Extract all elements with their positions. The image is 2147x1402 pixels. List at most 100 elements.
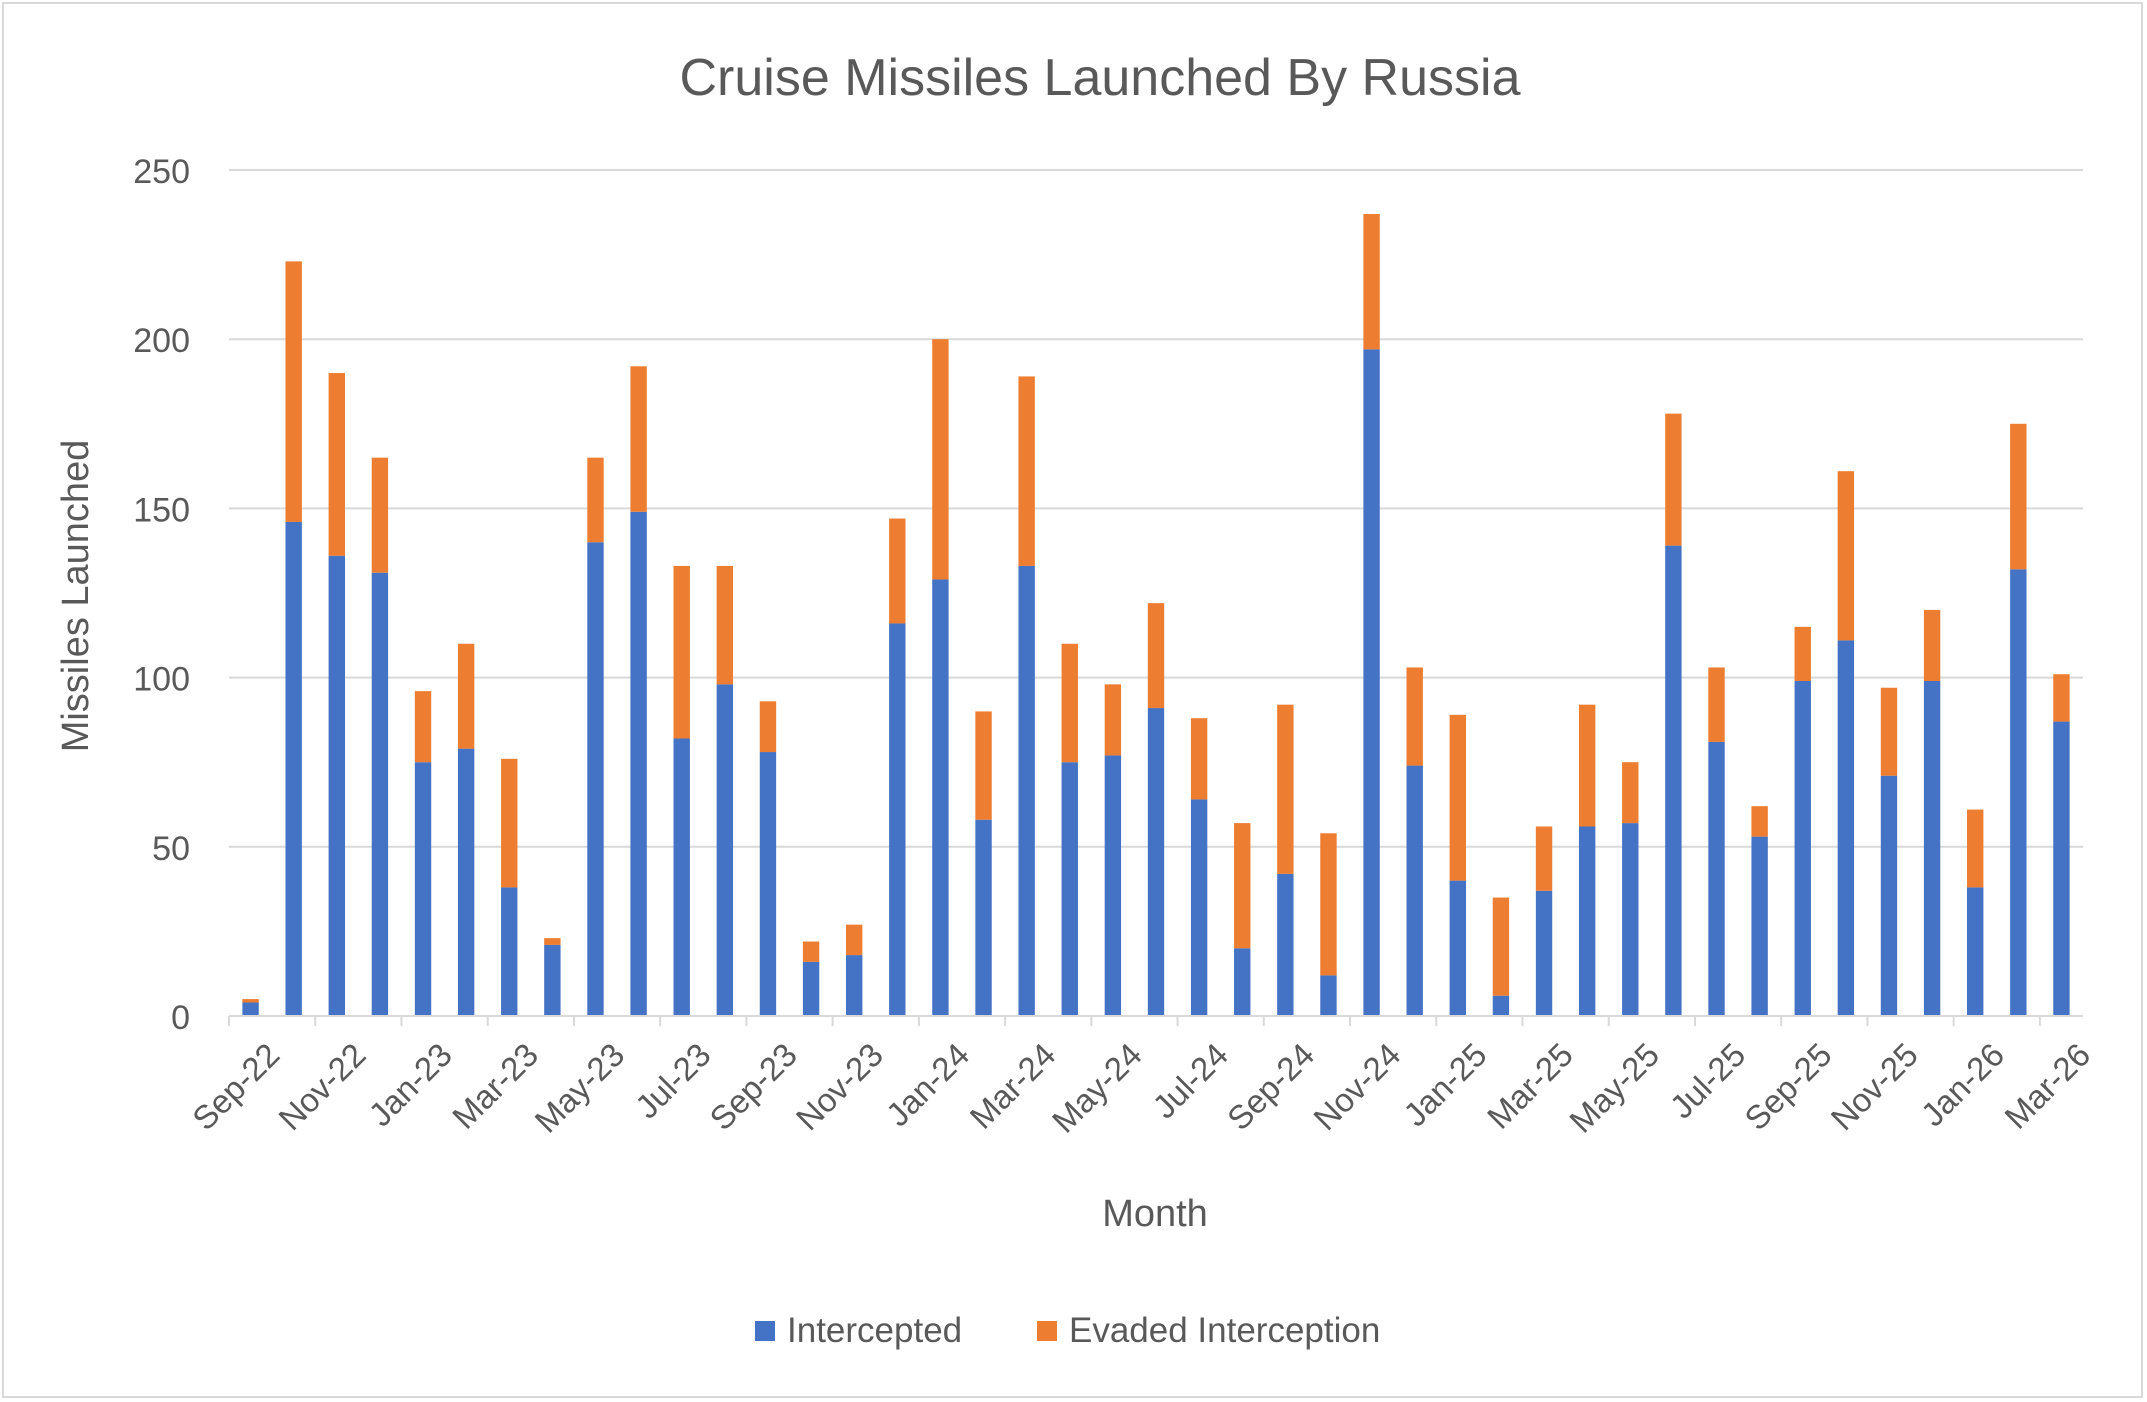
x-tick-label: Sep-22 (185, 1036, 286, 1137)
bar-intercepted (1665, 545, 1682, 1016)
y-axis-title: Missiles Launched (55, 440, 97, 753)
bar-intercepted (759, 752, 777, 1016)
bar-intercepted (544, 944, 561, 1016)
bar-intercepted (1492, 995, 1510, 1016)
bar-evaded (1751, 806, 1768, 837)
bar-intercepted (1449, 880, 1467, 1016)
bar-intercepted (1104, 755, 1122, 1016)
bar-evaded (716, 565, 734, 685)
x-tick-label: Sep-23 (702, 1036, 803, 1137)
x-tick-label: Jan-25 (1396, 1036, 1494, 1134)
bar-intercepted (1880, 775, 1898, 1016)
axes (228, 1015, 2083, 1026)
bar-evaded (1277, 704, 1294, 874)
x-tick-label: Sep-25 (1737, 1036, 1838, 1137)
bar-intercepted (285, 521, 302, 1016)
x-tick-label: Nov-22 (271, 1036, 372, 1137)
bar-intercepted (889, 623, 906, 1016)
legend-swatch (1037, 1321, 1057, 1341)
x-tick-label: Jan-24 (879, 1036, 977, 1134)
bar-evaded (328, 373, 345, 556)
bar-evaded (1147, 603, 1165, 709)
x-tick-label: Jan-26 (1914, 1036, 2012, 1134)
bar-evaded (1061, 643, 1078, 763)
bar-intercepted (1320, 975, 1337, 1016)
bar-intercepted (1277, 873, 1294, 1016)
bar-intercepted (1190, 799, 1208, 1016)
bar-evaded (1406, 667, 1423, 766)
bar-intercepted (1363, 349, 1380, 1016)
bar-intercepted (1578, 826, 1596, 1016)
bar-evaded (1234, 823, 1251, 949)
x-tick-label: May-25 (1562, 1036, 1666, 1140)
bar-evaded (1535, 826, 1553, 891)
bar-evaded (759, 701, 777, 753)
bar-intercepted (1751, 836, 1768, 1016)
bar-intercepted (673, 738, 690, 1016)
x-tick-label: Mar-24 (962, 1036, 1062, 1136)
legend-swatch (755, 1321, 775, 1341)
bar-evaded (673, 565, 690, 739)
bars (242, 213, 2070, 1016)
bar-evaded (1923, 609, 1941, 681)
bar-evaded (845, 924, 863, 956)
y-tick-label: 200 (133, 322, 190, 360)
y-tick-labels: 0 50 100 150 200 250 (133, 153, 190, 1037)
y-tick-label: 50 (152, 830, 190, 868)
legend: Intercepted Evaded Interception (755, 1311, 1380, 1350)
bar-evaded (1794, 626, 1811, 681)
bar-evaded (1492, 897, 1510, 996)
bar-intercepted (1406, 765, 1423, 1016)
bar-intercepted (975, 819, 992, 1016)
bar-evaded (1578, 704, 1596, 827)
bar-evaded (1018, 376, 1035, 566)
y-tick-label: 0 (171, 999, 190, 1037)
bar-evaded (1320, 833, 1337, 976)
bar-intercepted (1622, 823, 1639, 1016)
x-tick-label: May-24 (1045, 1036, 1149, 1140)
bar-evaded (1363, 213, 1380, 350)
bar-evaded (1837, 471, 1855, 641)
bar-evaded (414, 691, 432, 763)
bar-evaded (1708, 667, 1725, 742)
bar-intercepted (1708, 741, 1725, 1016)
legend-label: Intercepted (787, 1311, 962, 1350)
bar-evaded (1190, 718, 1208, 800)
bar-evaded (2010, 423, 2027, 570)
bar-intercepted (630, 511, 647, 1016)
x-axis-title: Month (1102, 1193, 1208, 1235)
bar-intercepted (1794, 680, 1811, 1016)
bar-intercepted (2053, 721, 2070, 1016)
bar-intercepted (414, 762, 432, 1016)
bar-intercepted (1018, 565, 1035, 1016)
bar-intercepted (371, 572, 389, 1016)
x-tick-label: Mar-23 (445, 1036, 545, 1136)
y-tick-label: 150 (133, 491, 190, 529)
bar-intercepted (802, 961, 820, 1016)
bar-intercepted (1234, 948, 1251, 1016)
bar-intercepted (501, 887, 518, 1016)
bar-intercepted (2010, 569, 2027, 1016)
bar-evaded (285, 261, 302, 522)
bar-evaded (1880, 687, 1898, 776)
x-tick-label: Nov-25 (1824, 1036, 1925, 1137)
bar-intercepted (845, 955, 863, 1016)
x-tick-label: Mar-25 (1480, 1036, 1580, 1136)
bar-evaded (501, 758, 518, 888)
bar-intercepted (716, 684, 734, 1016)
bar-evaded (975, 711, 992, 820)
bar-intercepted (587, 542, 604, 1016)
y-tick-label: 250 (133, 153, 190, 191)
bar-intercepted (932, 579, 949, 1016)
x-tick-label: May-23 (527, 1036, 631, 1140)
bar-evaded (1665, 413, 1682, 546)
bar-evaded (242, 999, 259, 1003)
bar-intercepted (1147, 708, 1165, 1016)
bar-intercepted (457, 748, 475, 1016)
x-tick-label: Mar-26 (1997, 1036, 2097, 1136)
bar-intercepted (1967, 887, 1984, 1016)
bar-intercepted (1923, 680, 1941, 1016)
bar-intercepted (328, 555, 345, 1016)
bar-intercepted (1535, 890, 1553, 1016)
